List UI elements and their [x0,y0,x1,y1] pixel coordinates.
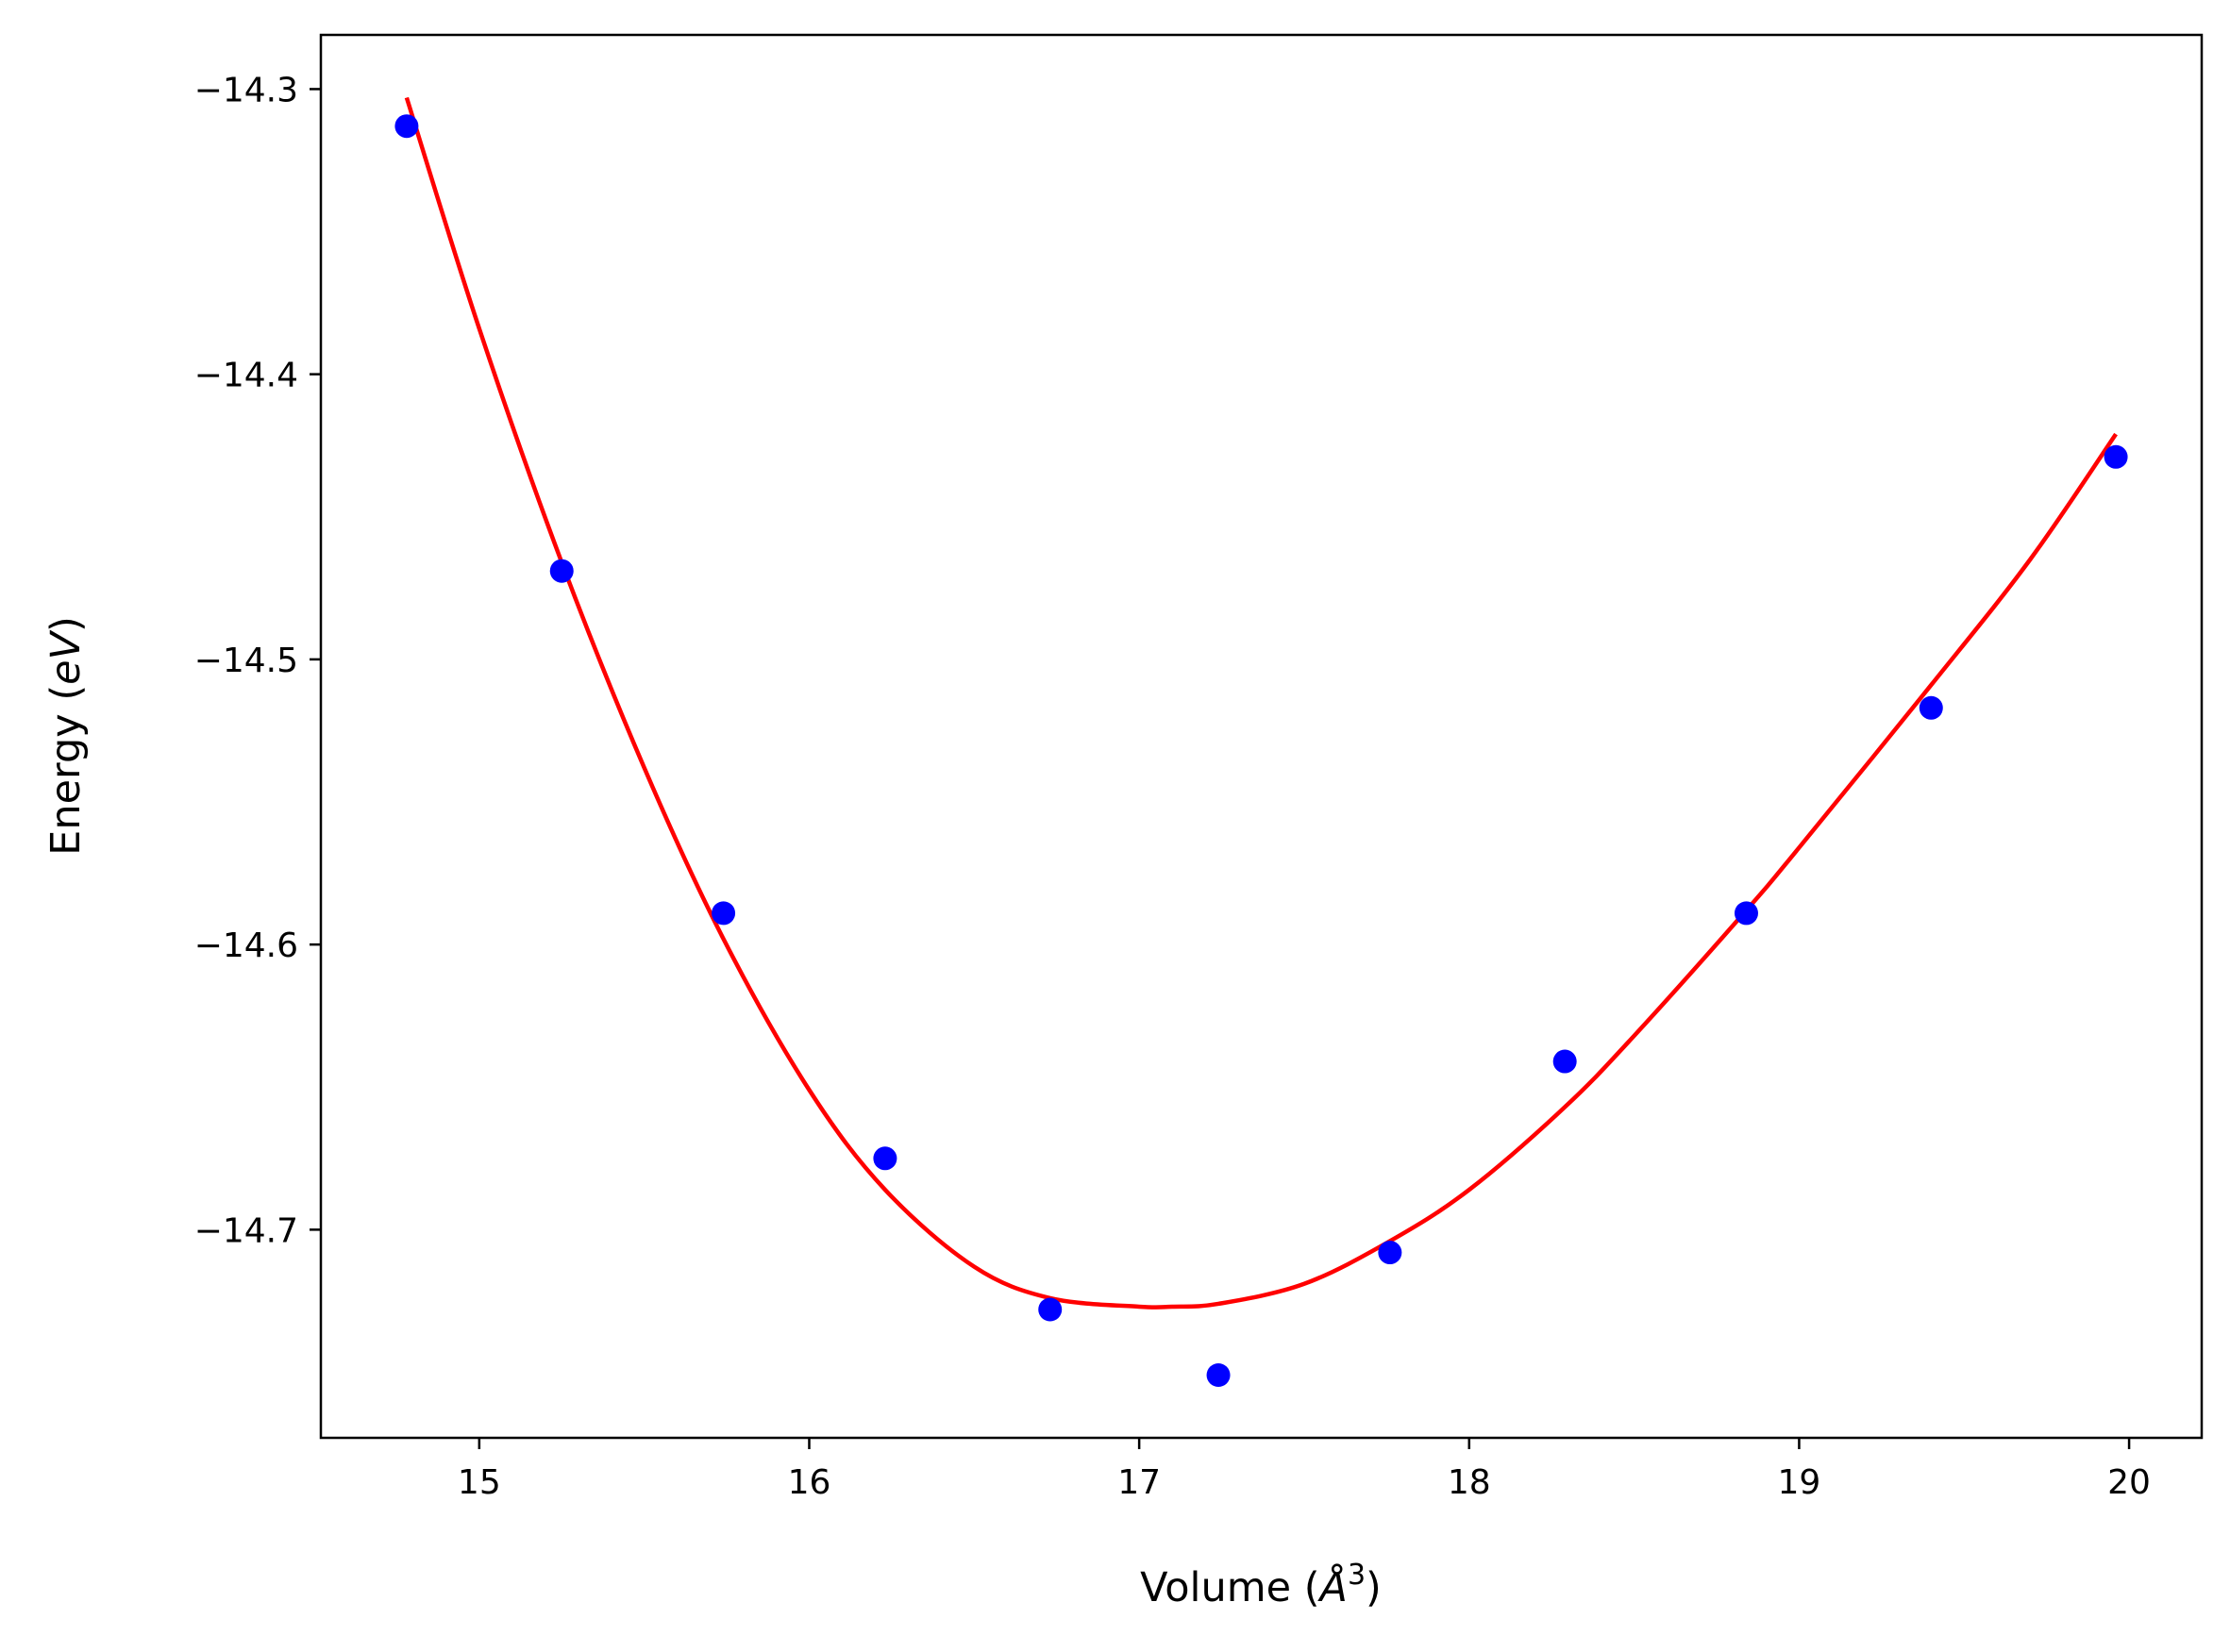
x-tick-label: 15 [458,1463,501,1502]
y-axis-ticks: −14.3 −14.4 −14.5 −14.6 −14.7 [194,71,321,1250]
y-tick-label: −14.3 [194,71,298,109]
y-tick-label: −14.7 [194,1211,298,1250]
data-point [1734,901,1758,926]
x-tick-label: 18 [1448,1463,1491,1502]
y-tick-label: −14.5 [194,642,298,680]
data-point [1038,1297,1063,1322]
x-tick-label: 17 [1117,1463,1161,1502]
data-points-layer [394,114,2128,1388]
data-point [2104,444,2128,469]
data-point [712,901,736,926]
y-tick-label: −14.4 [194,357,298,395]
y-axis-title: Energy (eV) [42,616,90,856]
x-tick-label: 16 [788,1463,831,1502]
data-point [1206,1363,1231,1388]
fit-curve-layer [404,96,2118,1310]
data-point [1552,1049,1577,1074]
x-axis-title: Volume (Å3) [1140,1559,1382,1611]
x-tick-label: 19 [1778,1463,1821,1502]
y-tick-label: −14.6 [194,926,298,965]
data-point [873,1146,897,1171]
data-point [394,114,419,139]
plot-frame [319,33,2204,1440]
x-tick-label: 20 [2107,1463,2151,1502]
fit-curve-line [404,96,2118,1310]
data-point [1378,1241,1402,1265]
data-point [549,559,574,583]
x-axis-ticks: 15 16 17 18 19 20 [458,1438,2151,1502]
data-point [1919,695,1943,720]
